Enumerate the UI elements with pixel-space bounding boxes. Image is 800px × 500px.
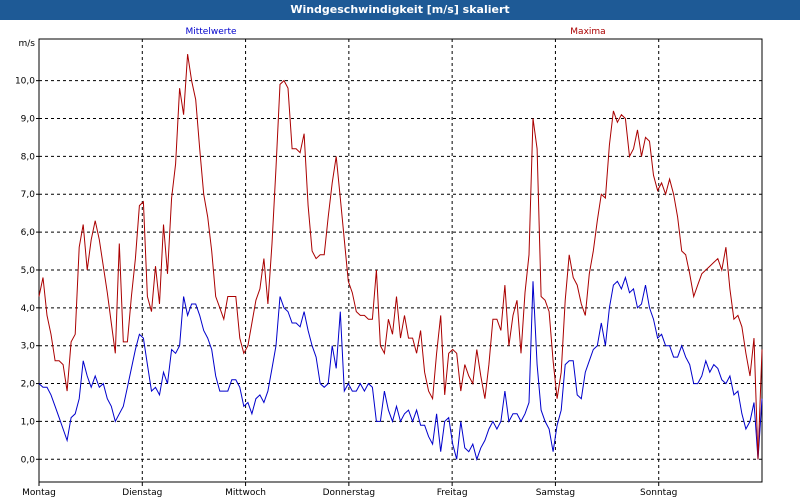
- legend-maxima: Maxima: [570, 27, 605, 37]
- series-line-mittelwerte: [38, 275, 763, 462]
- x-tick-day-label: Sonntag: [640, 488, 677, 498]
- y-tick-label: 7,0: [21, 190, 36, 200]
- x-axis: Montag31.05.21Dienstag01.06.21Mittwoch02…: [22, 482, 677, 498]
- legend: Mittelwerte Maxima: [185, 27, 605, 37]
- y-tick-label: 8,0: [21, 152, 36, 162]
- y-axis-label: m/s: [19, 39, 36, 49]
- y-tick-label: 5,0: [21, 266, 36, 276]
- y-tick-label: 6,0: [21, 228, 36, 238]
- x-tick-day-label: Samstag: [536, 488, 575, 498]
- y-tick-label: 3,0: [21, 342, 36, 352]
- y-tick-label: 2,0: [21, 380, 36, 390]
- x-tick-day-label: Montag: [22, 488, 56, 498]
- y-tick-label: 10,0: [15, 77, 35, 87]
- y-axis: 0,0 1,0 2,0 3,0 4,0 5,0 6,0 7,0 8,0 9,0 10,0 m/s: [15, 39, 39, 465]
- plot-frame: [38, 38, 763, 483]
- x-tick-day-label: Donnerstag: [323, 488, 376, 498]
- chart-canvas: 0,0 1,0 2,0 3,0 4,0 5,0 6,0 7,0 8,0 9,0 10,0 m/s Mo…: [15, 27, 763, 498]
- x-tick-day-label: Freitag: [437, 488, 468, 498]
- legend-mittelwerte: Mittelwerte: [185, 27, 236, 37]
- y-tick-label: 9,0: [21, 115, 36, 125]
- y-tick-label: 1,0: [21, 417, 36, 427]
- chart-title: Windgeschwindigkeit [m/s] skaliert: [0, 0, 800, 20]
- grid-lines: [39, 39, 762, 482]
- x-tick-day-label: Dienstag: [122, 488, 162, 498]
- series-lines: [38, 54, 763, 462]
- x-tick-day-label: Mittwoch: [225, 488, 266, 498]
- y-tick-label: 0,0: [21, 455, 36, 465]
- y-tick-label: 4,0: [21, 304, 36, 314]
- series-line-maxima: [38, 54, 763, 460]
